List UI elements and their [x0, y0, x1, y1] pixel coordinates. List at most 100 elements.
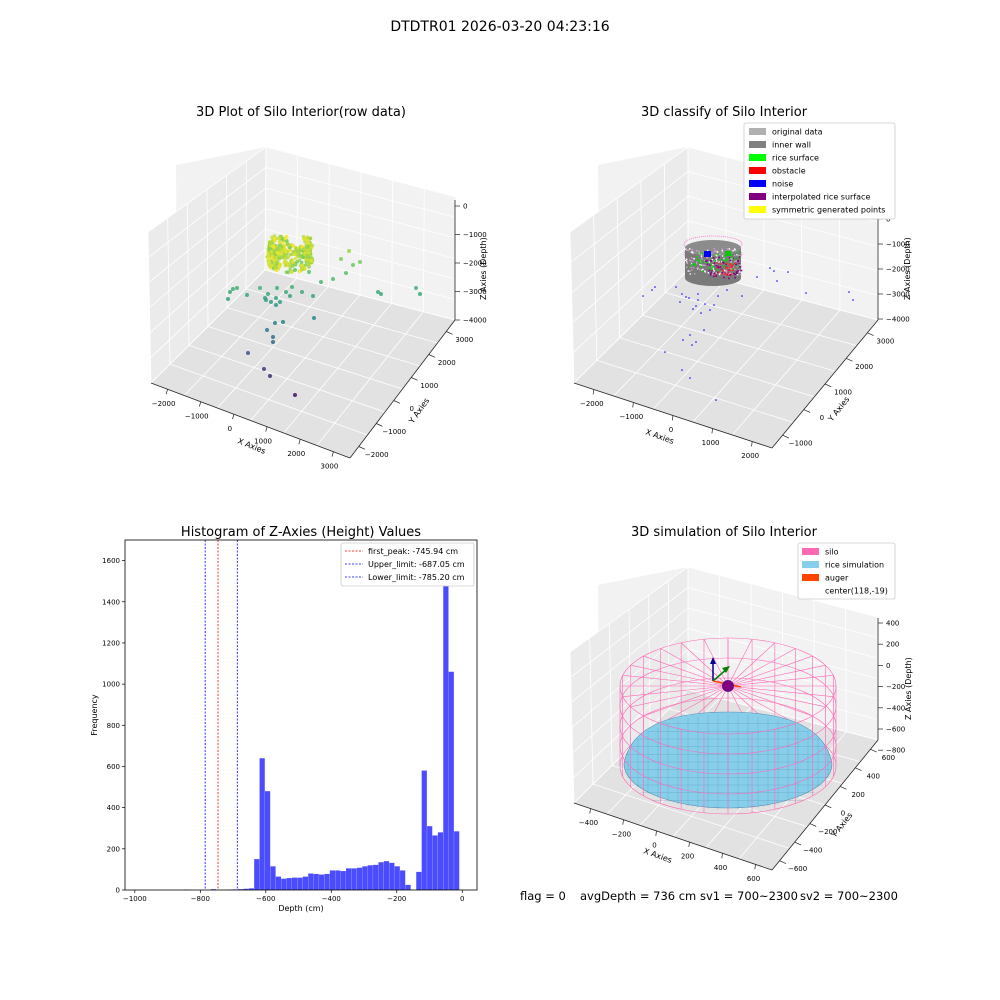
interpolated-point	[740, 268, 743, 271]
noise-point	[713, 304, 715, 306]
interpolated-point	[718, 256, 720, 259]
data-point	[306, 262, 311, 266]
histogram-bar	[319, 874, 325, 890]
obstacle-point	[729, 263, 732, 265]
obstacle-point	[727, 270, 729, 272]
axis-tick	[622, 819, 624, 825]
depth-histogram: Histogram of Z-Axies (Height) Values −10…	[90, 525, 478, 913]
obstacle-point	[726, 267, 729, 269]
histogram-y-label: Frequency	[90, 694, 99, 736]
left-grid-line	[569, 231, 575, 384]
rice-point	[713, 254, 715, 257]
interpolated-point	[721, 248, 723, 250]
histogram-bar	[324, 873, 330, 890]
interpolated-point	[710, 272, 712, 275]
interpolated-point	[728, 277, 730, 280]
data-point	[301, 255, 306, 260]
data-point	[273, 264, 278, 268]
interpolated-point	[736, 254, 738, 256]
rice-point	[718, 270, 721, 272]
left-grid-line	[640, 180, 643, 316]
silo-wire-spoke	[630, 664, 729, 687]
interpolated-point	[715, 264, 717, 267]
left-grid-line	[572, 245, 689, 354]
interpolated-point	[712, 275, 715, 278]
interpolated-point	[712, 269, 714, 271]
silo-wire-spoke	[622, 675, 729, 687]
noise-point	[664, 351, 666, 353]
histogram-bar	[405, 884, 411, 890]
obstacle-point	[721, 268, 723, 271]
axis-tick	[803, 409, 811, 413]
data-point	[344, 271, 348, 275]
silo-wire-spoke	[727, 685, 813, 717]
data-point	[235, 286, 239, 290]
interpolated-point	[712, 263, 714, 266]
rice-point	[710, 263, 712, 266]
tick-label: 2000	[438, 359, 456, 367]
data-point	[283, 249, 288, 254]
axis-tick	[870, 748, 877, 753]
rice-point	[703, 261, 705, 263]
axis-tick	[411, 377, 418, 381]
silo-wire-spoke	[727, 685, 834, 697]
interpolated-point	[693, 273, 696, 275]
data-point	[311, 294, 315, 298]
data-point	[280, 255, 285, 260]
data-point	[266, 252, 271, 256]
interpolated-point	[706, 263, 709, 266]
interpolated-point	[711, 252, 713, 255]
back-grid-line	[687, 220, 878, 272]
raw-plot-title: 3D Plot of Silo Interior(row data)	[196, 105, 406, 120]
axis-tick	[782, 434, 790, 439]
histogram-bars	[183, 556, 460, 890]
y-axis-line	[349, 319, 456, 459]
noise-point	[689, 377, 691, 379]
silo-wire-spoke	[727, 685, 796, 724]
axis-tick	[165, 389, 168, 395]
data-point	[269, 249, 274, 254]
data-point	[283, 263, 288, 268]
axis-tick	[809, 823, 817, 827]
y-tick-label: 1600	[102, 557, 120, 565]
floor-grid-line	[596, 360, 794, 423]
interpolated-point	[706, 256, 708, 259]
interpolated-point	[702, 268, 704, 271]
interpolated-point	[719, 272, 721, 274]
axis-tick	[846, 358, 853, 362]
noise-point	[717, 295, 719, 297]
obstacle-point	[723, 272, 726, 275]
noise-point	[691, 344, 693, 346]
interpolated-point	[729, 259, 732, 262]
axis-tick	[199, 401, 202, 407]
silo-wire-spoke	[727, 685, 826, 708]
data-point	[277, 243, 282, 248]
interpolated-point	[704, 270, 706, 272]
legend-label: symmetric generated points	[772, 206, 885, 215]
interpolated-point	[685, 257, 688, 260]
noise-points	[642, 267, 854, 401]
data-point	[331, 277, 335, 281]
data-point	[283, 236, 288, 241]
legend-label: rice surface	[772, 154, 819, 163]
data-point	[297, 269, 302, 274]
interpolated-point	[735, 271, 738, 274]
noise-point	[685, 296, 687, 298]
histogram-bar	[416, 871, 422, 890]
tick-label: 600	[882, 754, 895, 762]
obstacle-point	[731, 264, 734, 266]
interpolated-point	[701, 269, 703, 271]
histogram-bar	[281, 878, 287, 890]
figure-suptitle: DTDTR01 2026-03-20 04:23:16	[390, 19, 609, 35]
interpolated-point	[728, 248, 731, 250]
histogram-bar	[454, 831, 460, 890]
rice-point	[690, 265, 693, 267]
noise-point	[756, 276, 758, 278]
rice-point	[699, 252, 702, 254]
tick-label: −400	[803, 847, 822, 855]
interpolated-point	[691, 252, 694, 254]
legend-swatch	[802, 574, 819, 581]
silo-wire-ring	[619, 745, 837, 795]
x-axis-line	[150, 382, 351, 459]
interpolated-point	[700, 264, 703, 266]
